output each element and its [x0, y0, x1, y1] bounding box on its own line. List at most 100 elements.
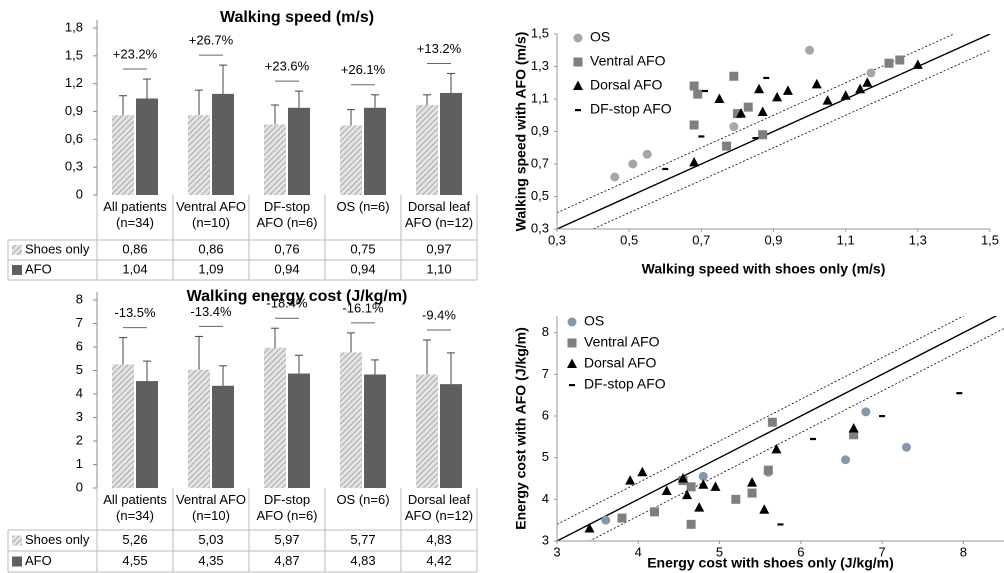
bar	[264, 124, 286, 195]
x-tick-label: 1,5	[981, 232, 999, 247]
point	[682, 489, 693, 500]
annotation: +23.2%	[113, 46, 158, 61]
bar	[136, 98, 158, 195]
category-label: Dorsal leaf AFO (n=12)	[404, 199, 474, 230]
error-bar	[195, 335, 203, 370]
y-tick-label: 1,5	[65, 47, 83, 62]
point	[661, 485, 672, 495]
legend-marker	[573, 57, 583, 67]
point	[767, 417, 777, 427]
error-bar	[447, 352, 455, 385]
table-value: 4,55	[122, 553, 147, 568]
y-tick-label: 6	[76, 338, 83, 353]
point	[848, 423, 859, 433]
point	[677, 473, 688, 483]
error-bar	[295, 354, 303, 374]
y-tick-label: 1,8	[65, 19, 83, 34]
y-tick-label: 4	[542, 491, 549, 506]
legend-label: Ventral AFO	[584, 334, 660, 350]
annotation: -13.4%	[190, 304, 232, 319]
table-value: 5,03	[198, 532, 223, 547]
y-tick-label: 7	[76, 315, 83, 330]
category-label: All patients (n=34)	[103, 492, 167, 523]
legend-label: Ventral AFO	[590, 53, 666, 69]
reference-line	[557, 316, 965, 525]
point	[689, 120, 699, 130]
bar	[288, 373, 310, 488]
legend-marker	[567, 317, 577, 327]
category-label: OS (n=6)	[336, 199, 390, 214]
point	[689, 81, 699, 91]
x-tick-label: 7	[878, 544, 885, 559]
point	[772, 91, 783, 102]
x-tick-label: 0,9	[764, 232, 782, 247]
y-tick-label: 3	[542, 532, 549, 547]
annotation: -9.4%	[422, 307, 456, 322]
error-bar	[219, 365, 227, 386]
y-tick-label: 6	[542, 407, 549, 422]
point	[805, 45, 815, 55]
point	[689, 156, 700, 167]
table-value: 5,77	[350, 532, 375, 547]
table-value: 0,76	[274, 241, 299, 256]
y-tick-label: 0,3	[531, 220, 549, 235]
table-value: 4,35	[198, 553, 223, 568]
y-tick-label: 0,5	[531, 188, 549, 203]
bar	[112, 115, 134, 195]
point	[743, 102, 753, 112]
y-tick-label: 1,2	[65, 75, 83, 90]
y-tick-label: 0	[76, 186, 83, 201]
y-tick-label: 1,5	[531, 25, 549, 40]
y-tick-label: 0,9	[65, 103, 83, 118]
legend-label: Dorsal AFO	[584, 355, 656, 371]
y-tick-label: 0,7	[531, 155, 549, 170]
legend-label: OS	[590, 29, 610, 45]
annotation: -18.4%	[266, 296, 308, 311]
x-tick-label: 0,3	[548, 232, 566, 247]
point	[698, 471, 708, 481]
point	[584, 523, 595, 533]
table-value: 0,94	[350, 261, 375, 276]
legend-marker	[573, 80, 583, 90]
point	[841, 455, 851, 465]
annotation: -16.1%	[342, 300, 384, 315]
table-value: 1,04	[122, 261, 147, 276]
legend-label: DF-stop AFO	[584, 376, 666, 392]
annotation: -13.5%	[114, 305, 156, 320]
table-value: 0,86	[122, 241, 147, 256]
table-value: 1,10	[426, 261, 451, 276]
legend-label: OS	[584, 313, 604, 329]
error-bar	[371, 94, 379, 108]
legend-label: AFO	[25, 553, 52, 568]
category-label: Ventral AFO (n=10)	[175, 199, 247, 230]
error-bar	[295, 90, 303, 108]
point	[686, 519, 696, 529]
x-tick-label: 3	[553, 544, 560, 559]
category-label: Dorsal leaf AFO (n=12)	[404, 492, 474, 523]
legend-swatch	[12, 556, 22, 567]
y-tick-label: 7	[542, 366, 549, 381]
point	[879, 415, 886, 418]
point	[912, 59, 923, 69]
table-value: 0,86	[198, 241, 223, 256]
y-tick-label: 8	[542, 324, 549, 339]
legend-marker	[567, 358, 577, 368]
y-tick-label: 8	[76, 291, 83, 306]
y-tick-label: 2	[76, 432, 83, 447]
x-tick-label: 4	[635, 544, 642, 559]
y-tick-label: 4	[76, 385, 83, 400]
legend-label: DF-stop AFO	[590, 101, 672, 117]
error-bar	[143, 360, 151, 382]
x-tick-label: 1,3	[909, 232, 927, 247]
x-tick-label: 5	[716, 544, 723, 559]
point	[855, 83, 866, 94]
point	[810, 437, 817, 441]
table-value: 0,97	[426, 241, 451, 256]
x-axis-label: Energy cost with shoes only (J/kg/m)	[647, 555, 894, 571]
y-tick-label: 1,3	[531, 58, 549, 73]
point	[862, 77, 873, 87]
chart-title: Walking speed (m/s)	[220, 9, 374, 26]
point	[698, 135, 705, 138]
